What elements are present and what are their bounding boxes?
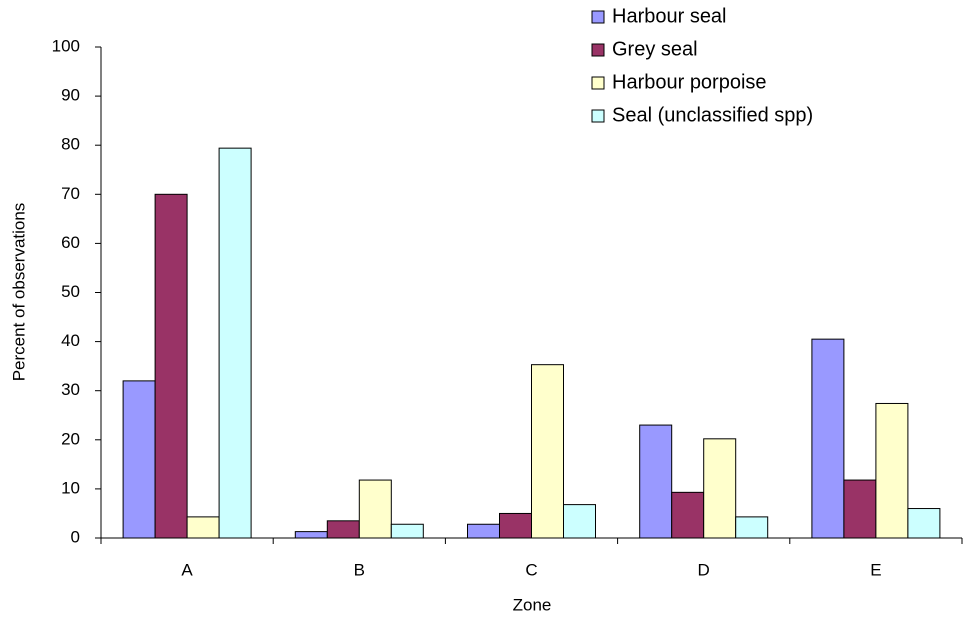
y-tick-label: 90 [61, 86, 80, 105]
bar [563, 504, 596, 539]
x-tick-label: E [870, 560, 881, 579]
bar [358, 479, 392, 539]
y-tick-label: 100 [52, 36, 80, 55]
bar [843, 479, 877, 539]
x-tick-label: B [354, 560, 365, 579]
bar [735, 516, 769, 539]
legend-label: Grey seal [612, 38, 698, 60]
x-tick-label: C [525, 560, 537, 579]
y-axis-label: Percent of observations [9, 203, 28, 382]
legend-swatch [591, 43, 605, 57]
y-tick-label: 20 [61, 429, 80, 448]
y-tick-label: 40 [61, 331, 80, 350]
x-axis-label: Zone [513, 595, 552, 614]
y-tick-label: 80 [61, 135, 80, 154]
bar [499, 512, 532, 539]
bar [531, 364, 564, 539]
bar [907, 508, 941, 539]
bar [186, 516, 220, 539]
legend-label: Harbour porpoise [612, 71, 767, 93]
bar [390, 523, 424, 539]
y-tick-label: 50 [61, 282, 80, 301]
y-tick-label: 70 [61, 184, 80, 203]
bar [703, 438, 737, 539]
bar [218, 147, 252, 539]
y-tick-label: 10 [61, 478, 80, 497]
bar [122, 380, 156, 539]
legend-swatch [591, 109, 605, 123]
legend-swatch [591, 76, 605, 90]
bar [671, 491, 705, 539]
y-tick-label: 0 [71, 527, 80, 546]
bar [154, 193, 188, 539]
x-tick-label: D [698, 560, 710, 579]
y-tick-label: 60 [61, 233, 80, 252]
bar [875, 402, 909, 539]
legend-label: Harbour seal [612, 5, 727, 27]
y-tick-label: 30 [61, 380, 80, 399]
bar [467, 523, 500, 539]
bar [294, 531, 328, 539]
legend-label: Seal (unclassified spp) [612, 104, 813, 126]
bar [811, 338, 845, 539]
bar [326, 520, 360, 539]
x-tick-label: A [181, 560, 193, 579]
legend-swatch [591, 10, 605, 24]
bar [639, 424, 673, 539]
